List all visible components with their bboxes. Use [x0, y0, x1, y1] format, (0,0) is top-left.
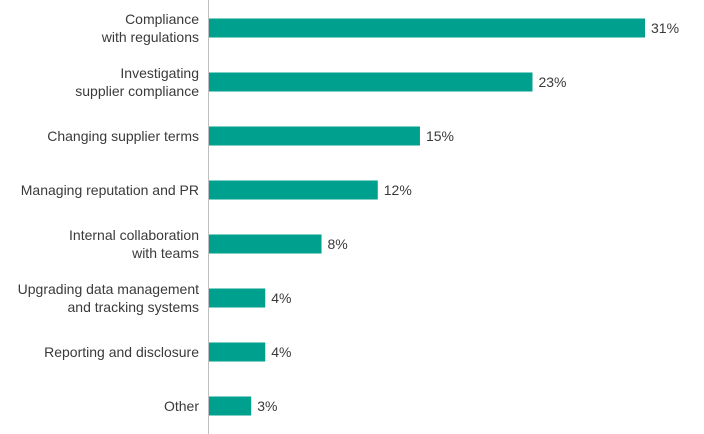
- bar-3: [209, 180, 378, 200]
- category-label-line: Managing reputation and PR: [21, 182, 199, 198]
- category-label-line: Compliance: [125, 11, 199, 27]
- value-label-6: 4%: [271, 344, 291, 360]
- category-label-line: Changing supplier terms: [47, 128, 199, 144]
- category-label-line: Reporting and disclosure: [44, 344, 199, 360]
- category-label-1: Investigating supplier compliance: [75, 65, 199, 99]
- bar-7: [209, 396, 252, 416]
- category-label-0: Compliance with regulations: [101, 11, 199, 45]
- category-label-5: Upgrading data management and tracking sy…: [18, 281, 199, 315]
- value-label-3: 12%: [384, 182, 412, 198]
- category-label-line: and tracking systems: [68, 299, 200, 315]
- bar-6: [209, 342, 266, 362]
- bar-1: [209, 72, 533, 92]
- value-labels-layer: 31% 23% 15% 12% 8% 4% 4% 3%: [257, 20, 679, 414]
- category-label-line: Internal collaboration: [69, 227, 199, 243]
- category-label-6: Reporting and disclosure: [44, 344, 199, 360]
- category-label-line: Investigating: [120, 65, 199, 81]
- bar-5: [209, 288, 266, 308]
- category-label-line: with regulations: [101, 29, 199, 45]
- value-label-1: 23%: [538, 74, 566, 90]
- bar-4: [209, 234, 322, 254]
- category-label-line: supplier compliance: [75, 83, 199, 99]
- category-labels-layer: Compliance with regulations Investigating s…: [18, 11, 200, 414]
- value-label-4: 8%: [328, 236, 348, 252]
- category-label-line: with teams: [131, 245, 199, 261]
- category-label-line: Upgrading data management: [18, 281, 199, 297]
- category-label-2: Changing supplier terms: [47, 128, 199, 144]
- category-label-line: Other: [164, 398, 199, 414]
- category-label-4: Internal collaboration with teams: [69, 227, 199, 261]
- bar-0: [209, 18, 645, 38]
- bars-layer: [209, 18, 645, 416]
- value-label-7: 3%: [257, 398, 277, 414]
- category-label-7: Other: [164, 398, 199, 414]
- bar-2: [209, 126, 420, 146]
- value-label-5: 4%: [271, 290, 291, 306]
- value-label-2: 15%: [426, 128, 454, 144]
- value-label-0: 31%: [651, 20, 679, 36]
- category-label-3: Managing reputation and PR: [21, 182, 199, 198]
